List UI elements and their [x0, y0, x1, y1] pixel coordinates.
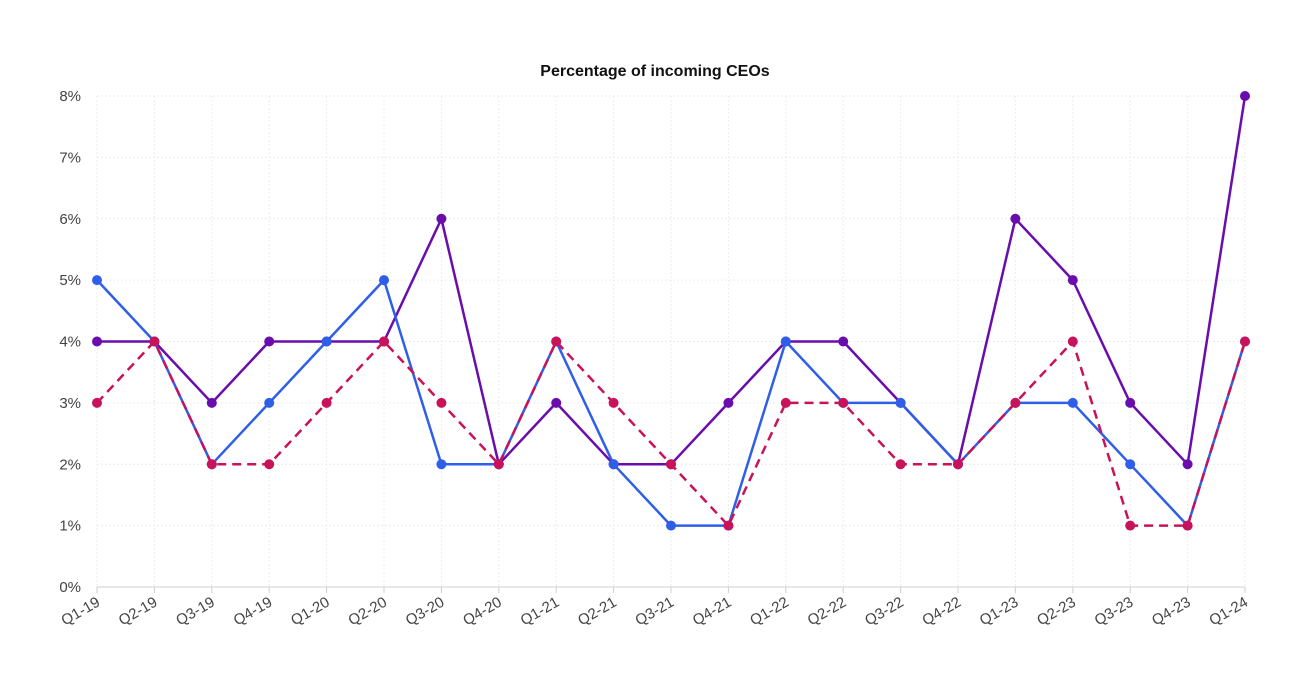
- data-point-series-3[interactable]: [723, 520, 734, 531]
- data-point-series-3[interactable]: [149, 336, 160, 347]
- data-point-series-1[interactable]: [723, 397, 734, 408]
- y-tick-label: 1%: [59, 518, 81, 535]
- y-tick-label: 2%: [59, 456, 81, 473]
- x-tick-label: Q3-19: [173, 594, 218, 630]
- y-tick-label: 4%: [59, 334, 81, 351]
- data-point-series-1[interactable]: [1240, 91, 1250, 101]
- data-point-series-3[interactable]: [206, 459, 217, 470]
- x-tick-label: Q1-24: [1206, 594, 1251, 630]
- chart-title: Percentage of incoming CEOs: [540, 63, 769, 80]
- x-tick-label: Q3-22: [862, 594, 907, 630]
- data-point-series-1[interactable]: [838, 336, 849, 347]
- data-point-series-3[interactable]: [92, 397, 102, 408]
- x-tick-label: Q4-20: [460, 594, 505, 630]
- x-tick-label: Q1-19: [58, 594, 103, 630]
- data-point-series-3[interactable]: [1240, 336, 1250, 347]
- data-point-series-3[interactable]: [838, 397, 849, 408]
- data-point-series-3[interactable]: [379, 336, 389, 347]
- x-tick-label: Q1-21: [518, 594, 563, 630]
- y-tick-label: 3%: [59, 395, 81, 412]
- data-point-series-3[interactable]: [895, 459, 906, 470]
- x-tick-label: Q2-23: [1034, 594, 1079, 630]
- data-point-series-3[interactable]: [1125, 520, 1136, 531]
- x-tick-label: Q2-19: [116, 594, 161, 630]
- y-tick-label: 5%: [59, 272, 81, 289]
- x-tick-label: Q1-23: [977, 594, 1022, 630]
- data-point-series-3[interactable]: [780, 397, 791, 408]
- axes: [96, 586, 1246, 593]
- data-point-series-1[interactable]: [1010, 213, 1021, 224]
- data-point-series-1[interactable]: [1125, 397, 1136, 408]
- data-point-series-2[interactable]: [264, 397, 275, 408]
- data-point-series-2[interactable]: [780, 336, 791, 347]
- data-point-series-1[interactable]: [206, 397, 217, 408]
- x-tick-label: Q4-23: [1149, 594, 1194, 630]
- data-point-series-3[interactable]: [436, 397, 447, 408]
- x-tick-label: Q2-20: [345, 594, 390, 630]
- data-point-series-3[interactable]: [1067, 336, 1078, 347]
- data-point-series-1[interactable]: [92, 336, 102, 347]
- x-tick-label: Q2-21: [575, 594, 620, 630]
- data-point-series-2[interactable]: [666, 520, 676, 531]
- x-tick-label: Q3-20: [403, 594, 448, 630]
- x-tick-label: Q3-21: [632, 594, 677, 630]
- x-axis-ticks: Q1-19 Q2-19 Q3-19 Q4-19 Q1-20 Q2-20 Q3-20 Q4-20…: [58, 594, 1251, 630]
- y-tick-label: 0%: [59, 579, 81, 596]
- x-tick-label: Q1-20: [288, 594, 333, 630]
- data-point-series-1[interactable]: [436, 213, 447, 224]
- data-point-series-3[interactable]: [953, 459, 963, 470]
- data-point-series-2[interactable]: [379, 275, 389, 286]
- data-point-series-3[interactable]: [551, 336, 562, 347]
- data-point-series-2[interactable]: [436, 459, 447, 470]
- data-point-series-3[interactable]: [1010, 397, 1021, 408]
- y-axis-ticks: 0% 1% 2% 3% 4% 5% 6% 7% 8%: [59, 88, 81, 596]
- series-points: [92, 91, 1250, 531]
- data-point-series-1[interactable]: [1067, 275, 1078, 286]
- data-point-series-3[interactable]: [264, 459, 275, 470]
- y-tick-label: 8%: [59, 88, 81, 105]
- data-point-series-2[interactable]: [608, 459, 619, 470]
- data-point-series-1[interactable]: [1182, 459, 1193, 470]
- data-point-series-3[interactable]: [608, 397, 619, 408]
- data-point-series-2[interactable]: [895, 397, 906, 408]
- data-point-series-2[interactable]: [321, 336, 332, 347]
- data-point-series-2[interactable]: [1125, 459, 1136, 470]
- y-tick-label: 6%: [59, 211, 81, 228]
- data-point-series-3[interactable]: [493, 459, 504, 470]
- data-point-series-3[interactable]: [1182, 520, 1193, 531]
- data-point-series-2[interactable]: [1067, 397, 1078, 408]
- y-tick-label: 7%: [59, 149, 81, 166]
- x-tick-label: Q4-19: [231, 594, 276, 630]
- x-tick-label: Q2-22: [805, 594, 850, 630]
- data-point-series-1[interactable]: [551, 397, 562, 408]
- x-tick-label: Q4-21: [690, 594, 735, 630]
- data-point-series-3[interactable]: [666, 459, 676, 470]
- data-point-series-2[interactable]: [92, 275, 102, 286]
- x-tick-label: Q1-22: [747, 594, 792, 630]
- data-point-series-3[interactable]: [321, 397, 332, 408]
- data-point-series-1[interactable]: [264, 336, 275, 347]
- x-tick-label: Q3-23: [1092, 594, 1137, 630]
- x-tick-label: Q4-22: [919, 594, 964, 630]
